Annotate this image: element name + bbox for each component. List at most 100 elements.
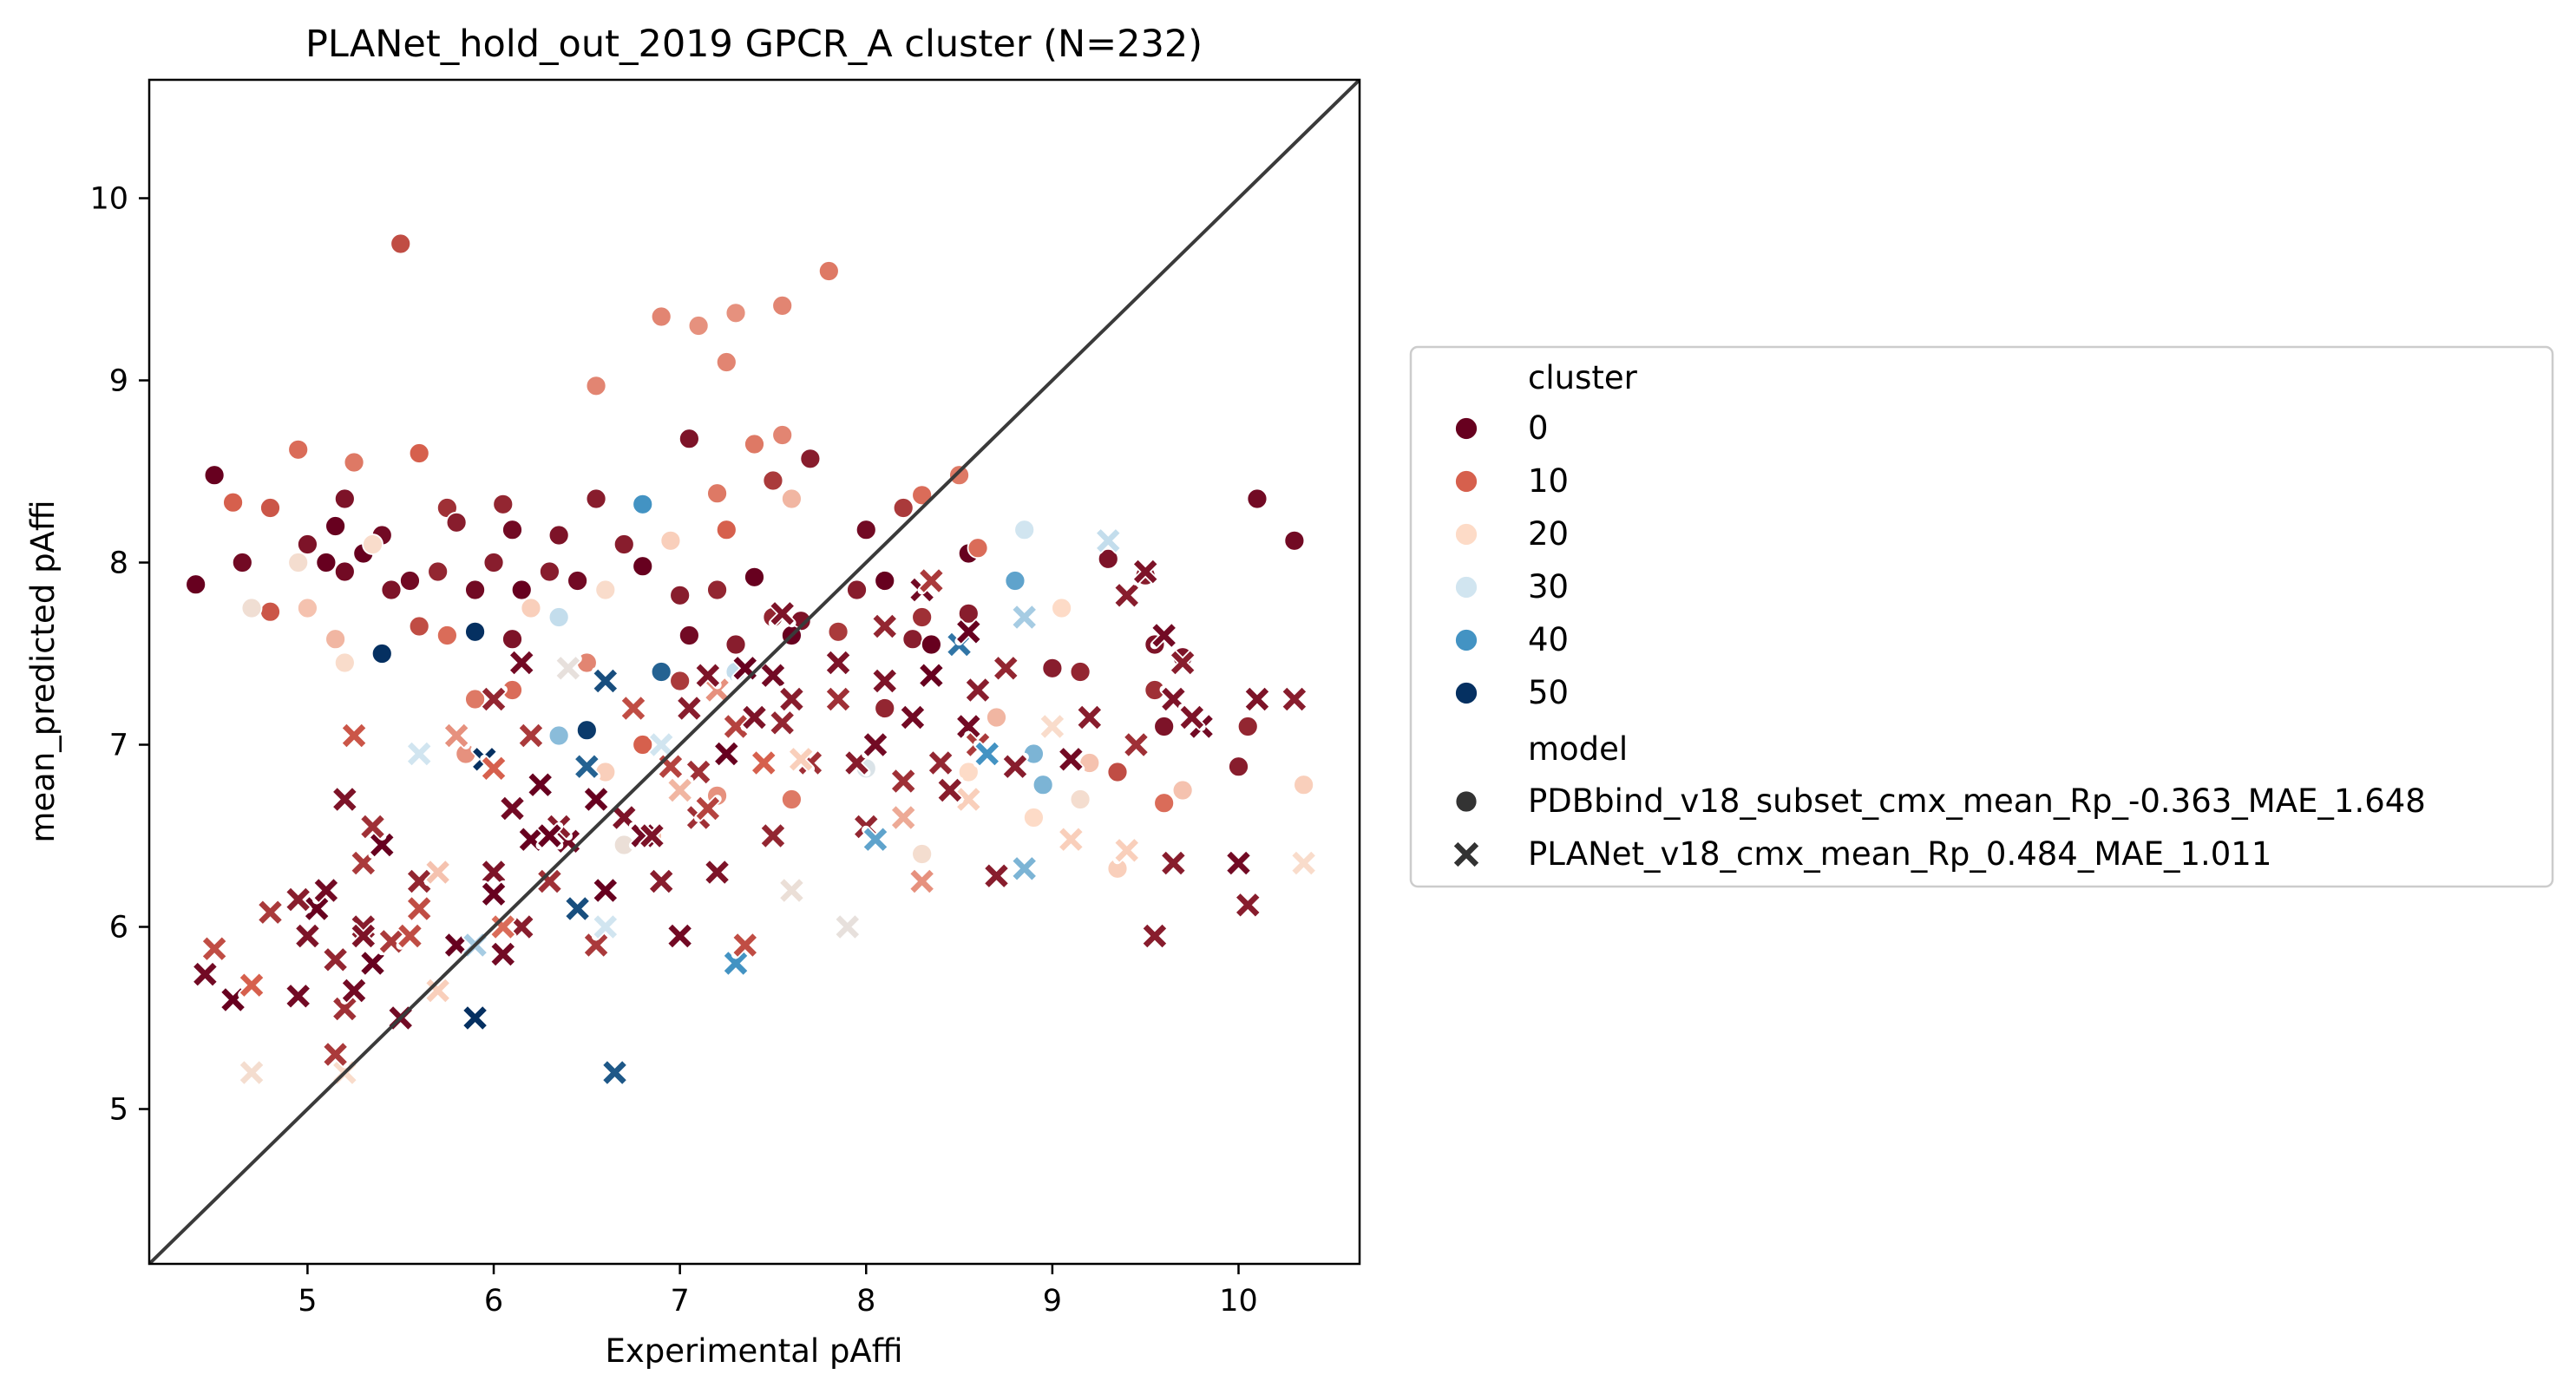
axis-ticks: 5 6 7 8 9 10 5 6 7 8 9 10	[89, 182, 1257, 1319]
data-point-x	[331, 785, 359, 814]
data-point-x	[480, 754, 508, 782]
data-point-x	[675, 694, 704, 723]
y-tick-label: 7	[109, 729, 128, 763]
data-point-x	[665, 776, 694, 804]
data-point-circle	[659, 529, 682, 552]
data-point-x	[461, 1004, 489, 1032]
data-point-x	[423, 977, 452, 1005]
data-point-circle	[380, 579, 403, 601]
data-point-x	[405, 740, 434, 768]
data-point-x	[1131, 558, 1160, 586]
data-point-x	[1169, 649, 1197, 677]
legend-style-entries: PDBbind_v18_subset_cmx_mean_Rp_-0.363_MA…	[1452, 782, 2426, 873]
y-tick-label: 9	[109, 364, 128, 399]
data-point-circle	[185, 573, 207, 596]
data-point-circle	[771, 294, 794, 317]
data-point-circle	[1013, 519, 1036, 541]
data-point-x	[200, 934, 229, 963]
data-point-circle	[297, 597, 318, 619]
data-point-x	[777, 876, 806, 905]
data-point-x	[284, 982, 312, 1011]
data-point-circle	[333, 651, 356, 674]
data-point-circle	[510, 579, 533, 601]
data-point-x	[591, 913, 619, 941]
data-point-circle	[231, 552, 253, 573]
data-point-x	[563, 894, 592, 923]
data-point-circle	[520, 597, 542, 619]
data-point-x	[488, 940, 517, 968]
data-point-circle	[492, 493, 515, 515]
data-point-circle	[333, 488, 356, 510]
data-point-x	[777, 685, 806, 713]
data-point-x	[768, 599, 796, 628]
data-point-circle	[827, 620, 849, 643]
data-point-circle	[436, 625, 458, 646]
data-point-x	[442, 722, 471, 749]
data-point-x	[498, 795, 527, 822]
data-point-x	[927, 749, 955, 777]
data-point-x	[1122, 730, 1150, 759]
data-point-x	[331, 995, 359, 1023]
data-point-circle	[687, 315, 710, 337]
legend-x-marker	[1452, 840, 1481, 869]
data-point-x	[954, 618, 983, 646]
data-point-x	[712, 740, 741, 768]
data-point-x	[1010, 854, 1039, 883]
data-point-circle	[1069, 789, 1091, 810]
data-point-x	[1094, 527, 1123, 555]
data-point-x	[284, 886, 312, 913]
x-tick-label: 6	[484, 1284, 503, 1319]
data-point-x	[256, 898, 285, 926]
data-point-circle	[362, 533, 383, 555]
data-point-circle	[1293, 774, 1315, 796]
data-point-circle	[547, 606, 570, 628]
data-point-circle	[744, 566, 765, 588]
data-point-circle	[911, 843, 934, 865]
data-point-x	[1224, 849, 1253, 877]
data-point-circle	[547, 724, 570, 747]
data-point-circle	[464, 620, 486, 643]
legend-box	[1409, 345, 2554, 888]
data-point-x	[591, 667, 619, 695]
data-point-circle	[1069, 661, 1091, 683]
data-point-circle	[539, 560, 560, 583]
data-point-circle	[594, 579, 617, 601]
data-point-circle	[1051, 597, 1073, 619]
data-point-circle	[1106, 761, 1129, 783]
data-point-x	[1234, 891, 1262, 920]
data-points	[185, 232, 1318, 1087]
legend-hue-title: cluster	[1528, 359, 1638, 396]
data-point-x	[1001, 752, 1029, 781]
data-point-circle	[855, 519, 877, 541]
data-point-x	[508, 649, 536, 677]
legend-hue-label: 0	[1528, 409, 1549, 447]
data-point-x	[396, 922, 424, 950]
data-point-circle	[297, 533, 318, 555]
data-point-circle	[724, 633, 747, 656]
data-point-x	[238, 971, 265, 999]
data-point-x	[1112, 581, 1141, 610]
data-point-x	[768, 709, 796, 737]
data-point-x	[488, 913, 517, 941]
data-point-circle	[846, 579, 868, 601]
legend-hue-label: 20	[1528, 515, 1569, 553]
identity-line	[149, 80, 1360, 1264]
legend-style-title: model	[1528, 730, 1628, 768]
y-axis-label: mean_predicted pAffi	[24, 500, 62, 842]
data-point-x	[358, 813, 387, 841]
x-tick-label: 10	[1219, 1284, 1258, 1319]
data-point-x	[321, 1040, 350, 1069]
legend-hue-marker	[1454, 522, 1478, 546]
data-point-circle	[585, 488, 607, 510]
data-point-circle	[781, 488, 803, 510]
data-point-circle	[399, 570, 421, 592]
data-point-circle	[1004, 570, 1026, 592]
legend-hue-marker	[1454, 469, 1478, 494]
data-point-x	[619, 694, 647, 723]
data-point-circle	[911, 606, 934, 628]
data-point-x	[722, 712, 750, 741]
data-point-x	[191, 960, 220, 989]
data-point-circle	[669, 584, 692, 606]
data-point-circle	[706, 579, 728, 601]
data-point-circle	[547, 524, 570, 546]
